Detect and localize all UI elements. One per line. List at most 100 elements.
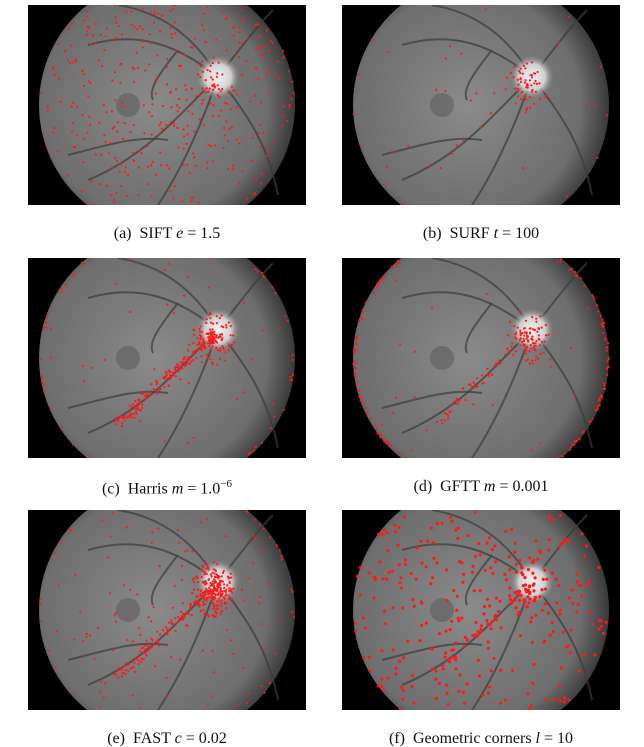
keypoint (206, 573, 208, 575)
keypoint (211, 584, 213, 586)
keypoint (114, 99, 116, 101)
keypoint (598, 619, 601, 622)
keypoint (292, 359, 294, 361)
keypoint (67, 59, 69, 61)
keypoint (138, 627, 140, 629)
keypoint (213, 586, 215, 588)
keypoint (111, 110, 113, 112)
keypoint (65, 283, 67, 285)
keypoint (143, 132, 145, 134)
keypoint (600, 315, 602, 317)
keypoint (197, 604, 199, 606)
keypoint (206, 6, 208, 8)
keypoint (228, 128, 230, 130)
keypoint (105, 111, 107, 113)
keypoint (456, 537, 459, 540)
keypoint (214, 569, 216, 571)
keypoint (597, 566, 600, 569)
keypoint (255, 47, 257, 49)
keypoint (495, 618, 498, 621)
keypoint (606, 360, 608, 362)
keypoint (464, 636, 467, 639)
keypoint (518, 599, 521, 602)
keypoint (383, 438, 385, 440)
keypoint (291, 81, 293, 83)
keypoint (197, 581, 199, 583)
keypoint (529, 79, 531, 81)
keypoint (186, 164, 188, 166)
keypoint (79, 611, 81, 613)
keypoint (475, 386, 477, 388)
keypoint (524, 67, 526, 69)
keypoint (438, 682, 441, 685)
keypoint (358, 74, 360, 76)
keypoint (259, 596, 261, 598)
keypoint (219, 334, 221, 336)
keypoint (380, 649, 383, 652)
keypoint (169, 378, 171, 380)
keypoint (541, 341, 543, 343)
keypoint (359, 566, 362, 569)
keypoint (221, 610, 223, 612)
keypoint (170, 190, 172, 192)
keypoint (486, 598, 489, 601)
keypoint (445, 57, 447, 59)
keypoint (204, 562, 206, 564)
keypoint (532, 362, 534, 364)
keypoint (156, 76, 158, 78)
keypoint (533, 329, 535, 331)
keypoint (510, 346, 512, 348)
keypoint (73, 274, 75, 276)
keypoint (220, 612, 222, 614)
keypoint (150, 620, 152, 622)
keypoint (165, 376, 167, 378)
keypoint (112, 512, 114, 514)
keypoint (71, 130, 73, 132)
retina-disc (39, 258, 295, 458)
keypoint (188, 382, 190, 384)
keypoint (475, 92, 477, 94)
keypoint (70, 45, 72, 47)
keypoint (399, 343, 401, 345)
keypoint (465, 682, 468, 685)
keypoint (517, 88, 519, 90)
keypoint (373, 292, 375, 294)
keypoint (86, 132, 88, 134)
keypoint (541, 609, 544, 612)
keypoint (539, 98, 541, 100)
keypoint (164, 644, 166, 646)
keypoint (493, 92, 495, 94)
retina-disc (39, 510, 295, 710)
keypoint (531, 61, 533, 63)
keypoint (121, 33, 123, 35)
keypoint (176, 127, 178, 129)
keypoint (171, 37, 173, 39)
keypoint (469, 383, 471, 385)
keypoint (206, 598, 208, 600)
keypoint (174, 32, 176, 34)
keypoint (538, 339, 540, 341)
keypoint (259, 124, 261, 126)
keypoint (552, 630, 555, 633)
keypoint (254, 24, 256, 26)
keypoint (257, 270, 259, 272)
keypoint (421, 562, 424, 565)
keypoint (97, 627, 99, 629)
keypoint (57, 150, 59, 152)
keypoint (376, 428, 378, 430)
caption-label: (c) (102, 480, 120, 497)
keypoint (607, 342, 609, 344)
keypoint (200, 521, 202, 523)
keypoint (534, 73, 536, 75)
keypoint (231, 126, 233, 128)
keypoint (166, 66, 168, 68)
keypoint (545, 578, 548, 581)
keypoint (236, 93, 238, 95)
keypoint (203, 124, 205, 126)
keypoint (129, 589, 131, 591)
keypoint (381, 424, 383, 426)
keypoint (168, 622, 170, 624)
keypoint (195, 576, 197, 578)
keypoint (187, 276, 189, 278)
keypoint (212, 89, 214, 91)
